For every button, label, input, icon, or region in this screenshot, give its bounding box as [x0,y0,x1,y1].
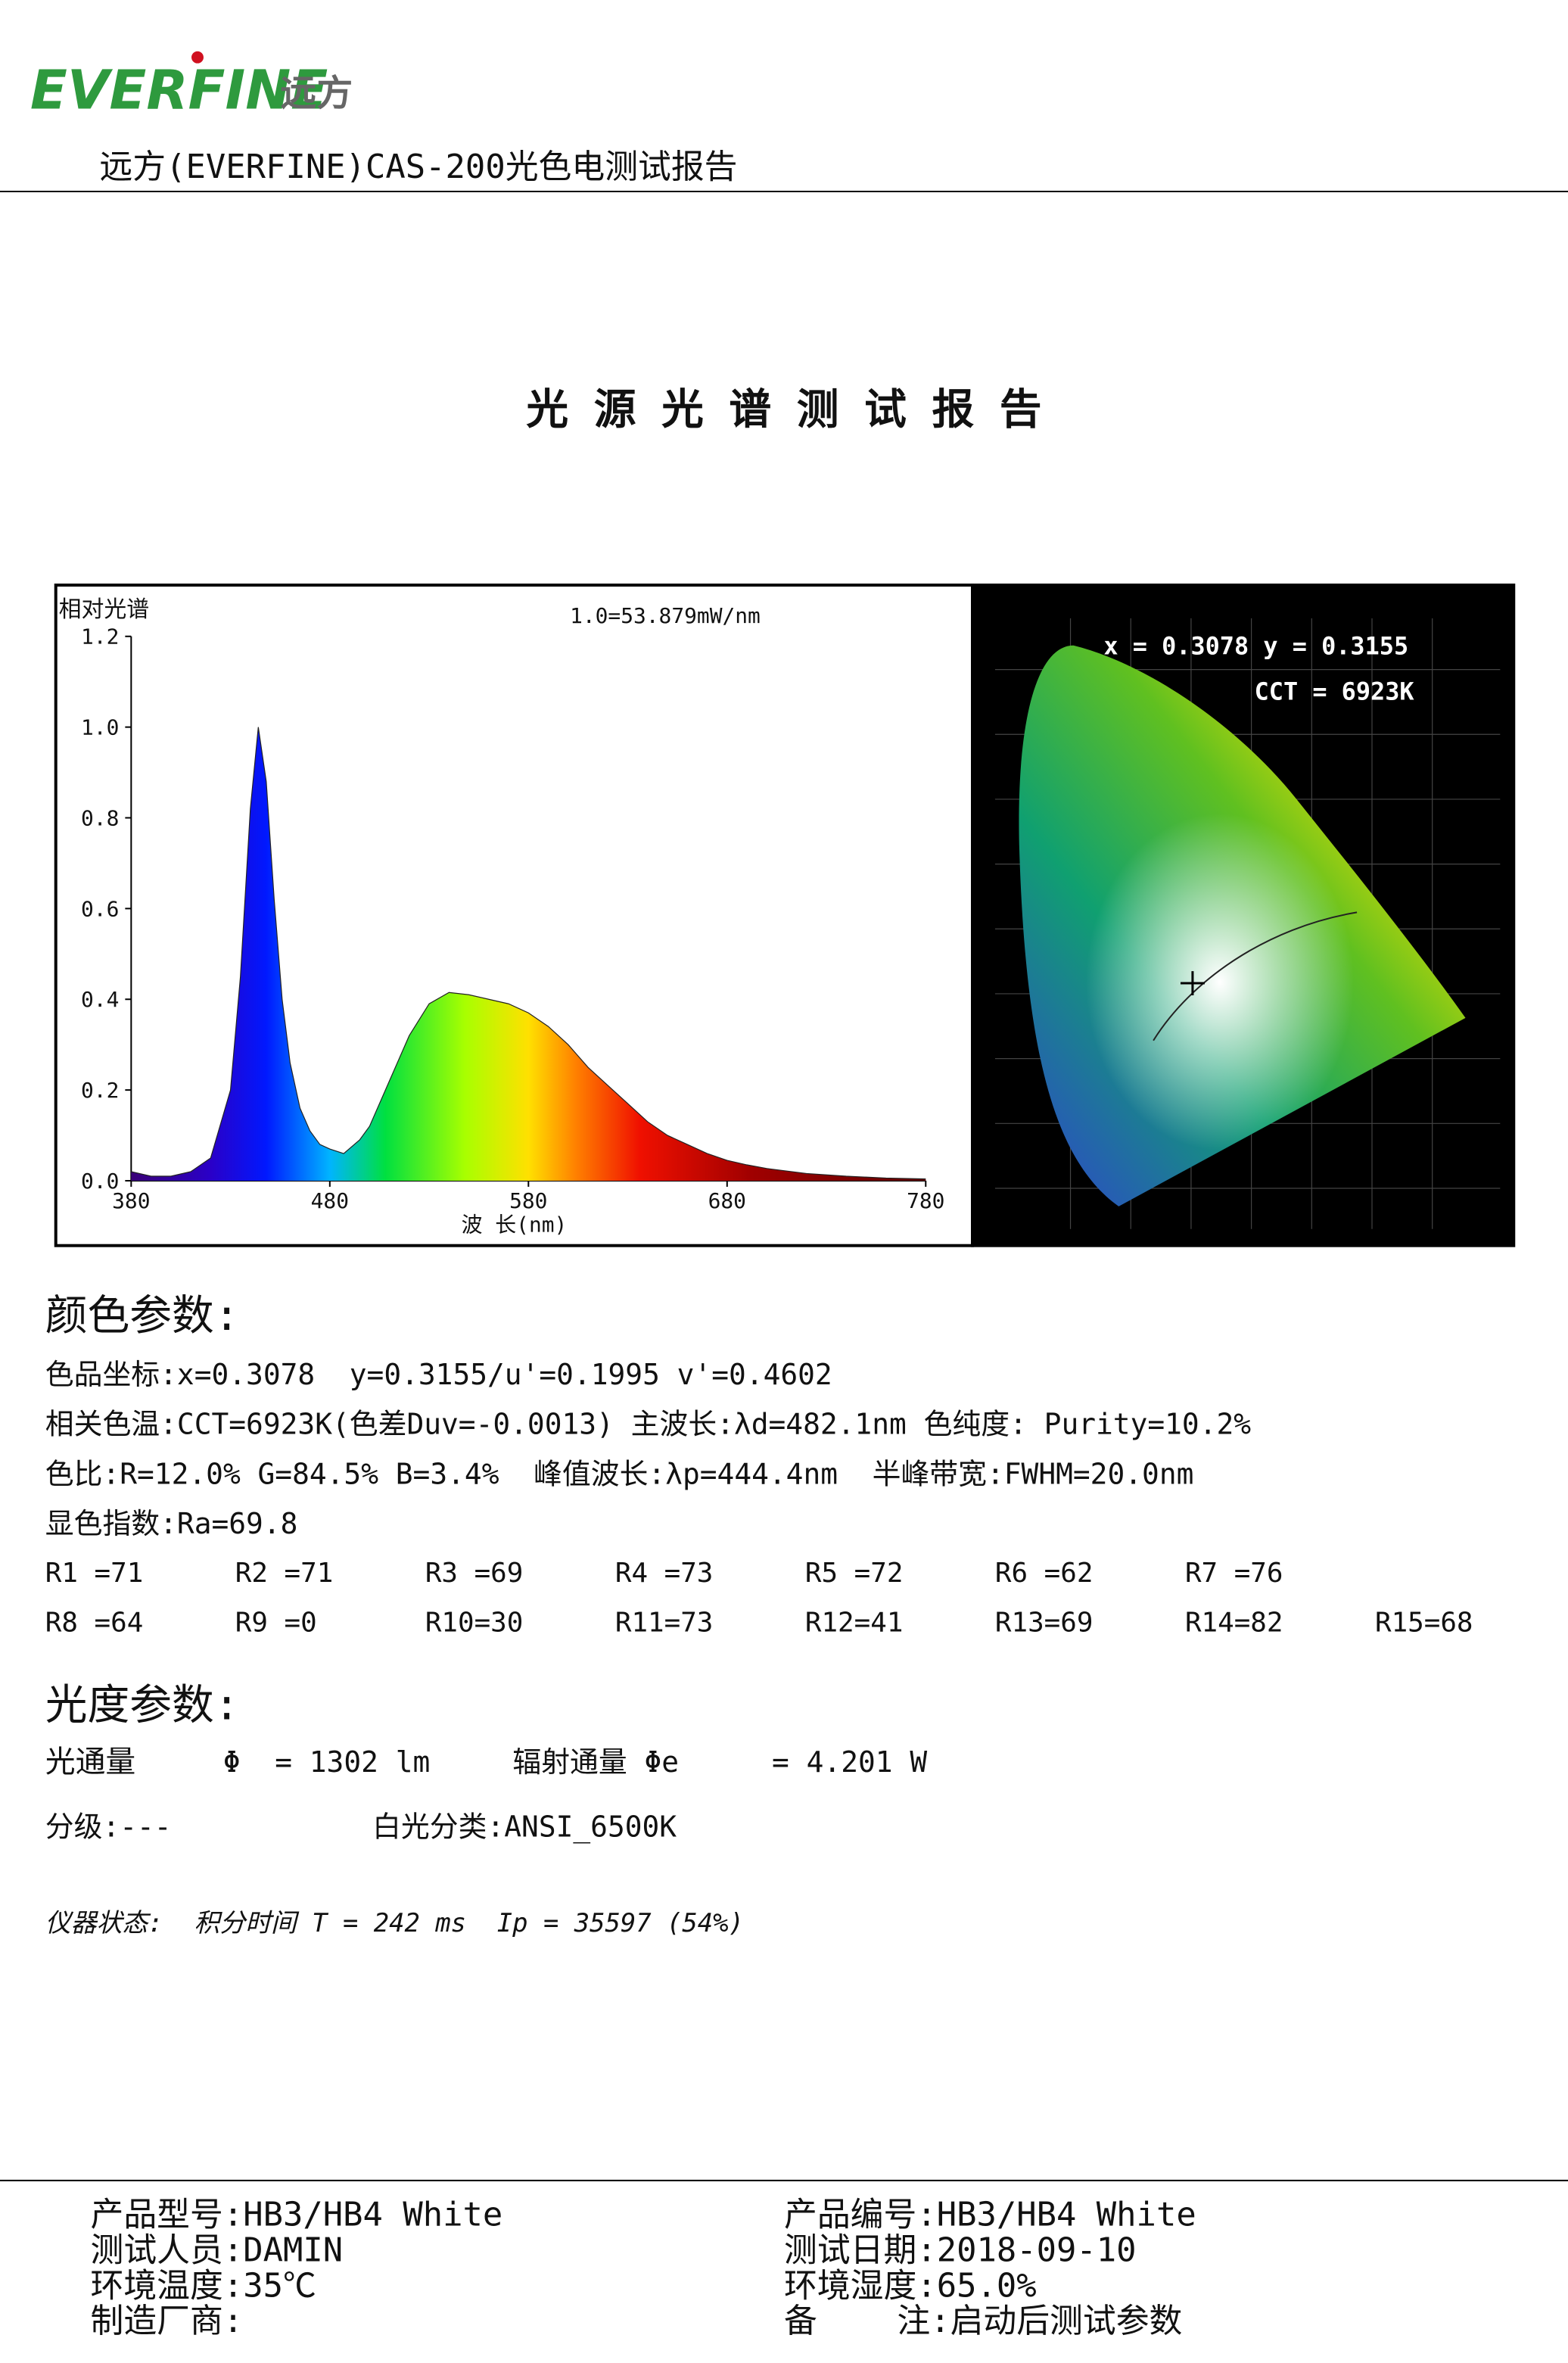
cri-value: R15=68 [1375,1608,1473,1639]
cri-value: R11=73 [615,1608,714,1639]
cri-value: R13=69 [995,1608,1094,1639]
footer-item: 制造厂商: [91,2302,244,2340]
cie-marker [1180,971,1205,995]
param-line: 显色指数:Ra=69.8 [45,1507,298,1540]
param-line: 色比:R=12.0% G=84.5% B=3.4% 峰值波长:λp=444.4n… [45,1457,1194,1490]
logo-cn: 远方 [281,73,353,114]
footer-item: 备 注:启动后测试参数 [784,2302,1182,2340]
x-tick-label: 380 [112,1188,150,1213]
spectrum-fill [131,727,926,1182]
y-tick-label: 0.4 [81,987,119,1012]
x-tick-label: 780 [907,1188,944,1213]
x-tick-label: 580 [509,1188,547,1213]
cie-title: CIE1931 EVERFINE [972,590,1205,618]
param-line: 相关色温:CCT=6923K(色差Duv=-0.0013) 主波长:λd=482… [45,1408,1252,1441]
cri-value: R4 =73 [615,1558,714,1589]
cri-value: R8 =64 [45,1608,144,1639]
y-tick-label: 0.6 [81,896,119,921]
chart-title: 相对光谱 [59,596,150,623]
header-title: 远方(EVERFINE)CAS-200光色电测试报告 [99,148,737,186]
logo-dot [191,51,204,64]
x-tick-label: 480 [311,1188,349,1213]
cri-value: R14=82 [1185,1608,1283,1639]
param-line: 色品坐标:x=0.3078 y=0.3155/u'=0.1995 v'=0.46… [45,1358,832,1391]
y-tick-label: 0.0 [81,1169,119,1194]
cie-white-point [1019,645,1466,1206]
cri-value: R7 =76 [1185,1558,1283,1589]
x-axis-label: 波 长(nm) [462,1213,568,1238]
cri-value: R6 =62 [995,1558,1094,1589]
flux: Φ = 1302 lm [223,1745,430,1779]
logo: EVERFINE [30,58,328,121]
y-tick-label: 0.2 [81,1078,119,1103]
instrument-state: 仪器状态: 积分时间 T = 242 ms Ip = 35597 (54%) [45,1908,744,1938]
y-tick-label: 0.8 [81,805,119,830]
footer-item: 产品型号:HB3/HB4 White [91,2196,503,2234]
footer-item: 测试日期:2018-09-10 [784,2231,1137,2270]
radiant: = 4.201 W [772,1745,927,1779]
footer-item: 产品编号:HB3/HB4 White [784,2196,1196,2234]
planckian-locus [1153,911,1358,1041]
radiant-label: 辐射通量 Φe [512,1745,679,1779]
flux-label: 光通量 [45,1745,135,1779]
cri-value: R9 =0 [235,1608,317,1639]
section-heading: 光度参数: [45,1680,240,1729]
section-heading: 颜色参数: [45,1291,240,1340]
x-tick-label: 680 [708,1188,746,1213]
cri-value: R10=30 [425,1608,524,1639]
grade: 分级:--- [45,1810,172,1844]
chart-subtitle: 1.0=53.879mW/nm [570,603,761,628]
y-tick-label: 1.0 [81,715,119,740]
cri-value: R1 =71 [45,1558,144,1589]
color-params: 色品坐标:x=0.3078 y=0.3155/u'=0.1995 v'=0.46… [45,1358,1473,1639]
footer-item: 环境温度:35℃ [91,2266,316,2305]
spectrum-line [131,727,926,1180]
cie-coords: x = 0.3078 y = 0.3155 [1103,632,1408,661]
y-tick-label: 1.2 [81,624,119,649]
cri-value: R5 =72 [805,1558,904,1589]
report-title: 光 源 光 谱 测 试 报 告 [526,385,1041,434]
white-class: 白光分类:ANSI_6500K [372,1810,677,1845]
cri-value: R3 =69 [425,1558,524,1589]
footer: 产品型号:HB3/HB4 White测试人员:DAMIN环境温度:35℃制造厂商… [91,2196,1196,2340]
cri-value: R2 =71 [235,1558,334,1589]
cri-value: R12=41 [805,1608,904,1639]
footer-item: 测试人员:DAMIN [91,2231,344,2270]
footer-item: 环境湿度:65.0% [784,2266,1037,2305]
plot: 0.0 0.2 0.4 0.6 0.8 1.0 1.2 380 480 580 680 780 [81,624,944,1213]
cie-cct: CCT = 6923K [1255,677,1415,705]
